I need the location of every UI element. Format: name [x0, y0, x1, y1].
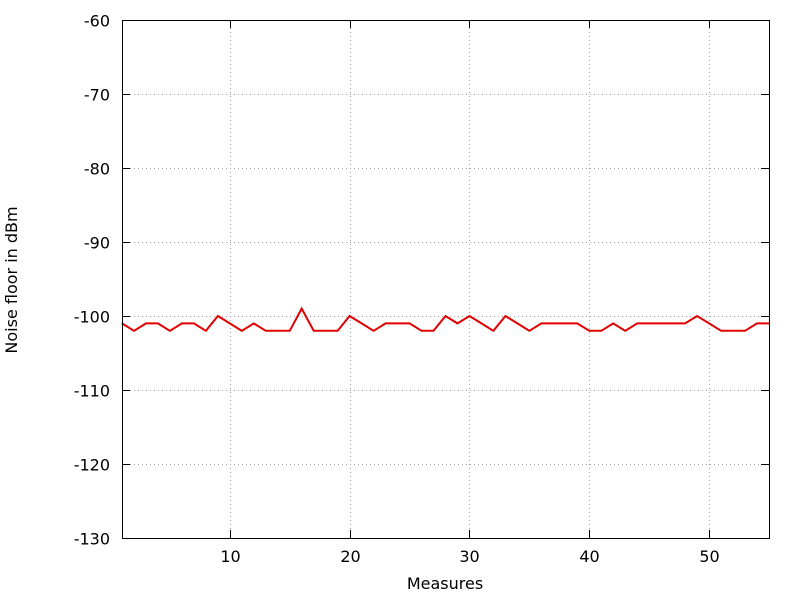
data-point [205, 330, 207, 332]
data-point [432, 330, 435, 332]
data-point [612, 322, 614, 324]
data-point [660, 322, 662, 324]
data-point [337, 330, 339, 332]
y-axis-label: Noise floor in dBm [2, 206, 21, 353]
data-point [696, 315, 698, 317]
data-point [133, 330, 135, 332]
data-point [444, 315, 447, 317]
data-point [325, 330, 327, 332]
y-tick-label: -130 [74, 530, 110, 549]
data-point [552, 322, 554, 324]
data-point [600, 330, 602, 332]
y-tick-label: -110 [74, 382, 110, 401]
y-tick-label: -70 [84, 86, 110, 105]
data-point [397, 322, 399, 324]
data-point [480, 322, 482, 324]
data-point [708, 322, 710, 324]
x-tick-label: 20 [340, 547, 360, 566]
x-tick-label: 40 [579, 547, 599, 566]
grid [122, 20, 769, 538]
data-point [313, 330, 315, 332]
data-point [504, 315, 506, 317]
y-tick-label: -60 [84, 12, 110, 31]
data-point [289, 330, 291, 332]
data-point [373, 330, 375, 332]
data-point [624, 330, 626, 332]
data-point [157, 322, 159, 324]
y-tick-label: -120 [74, 456, 110, 475]
data-point [756, 322, 758, 324]
y-tick-label: -90 [84, 234, 110, 253]
data-point [492, 330, 494, 332]
data-point [217, 315, 219, 317]
data-point [744, 330, 746, 332]
axis-ticks: 10 20 30 40 50 -60 -70 -80 -90 -100 -110 -120 -130 [74, 12, 769, 566]
data-point [720, 330, 722, 332]
data-point [516, 322, 519, 324]
data-point [456, 322, 459, 324]
data-point [468, 315, 471, 317]
data-point [301, 308, 303, 310]
data-point [732, 330, 734, 332]
data-point [241, 330, 243, 332]
x-tick-label: 50 [699, 547, 719, 566]
plot-frame [122, 20, 770, 539]
data-point [361, 322, 363, 324]
data-point [169, 330, 171, 332]
x-tick-label: 30 [459, 547, 479, 566]
data-point [145, 322, 147, 324]
data-point [265, 330, 267, 332]
data-point [229, 322, 231, 324]
y-tick-label: -80 [84, 160, 110, 179]
data-point [349, 315, 351, 317]
series-layer [121, 306, 770, 333]
data-point [253, 322, 255, 324]
data-point [409, 322, 411, 324]
data-point [672, 322, 674, 324]
data-point [181, 322, 183, 324]
data-point [420, 330, 423, 332]
data-point [193, 322, 195, 324]
data-point [528, 330, 531, 332]
data-point [540, 322, 543, 324]
data-point [576, 322, 578, 324]
y-tick-label: -100 [74, 308, 110, 327]
series-line [121, 306, 769, 333]
data-point [277, 330, 279, 332]
data-point [636, 322, 638, 324]
x-axis-label: Measures [407, 574, 483, 593]
data-point [564, 322, 566, 324]
data-point [385, 322, 387, 324]
x-tick-label: 10 [220, 547, 240, 566]
data-point [588, 330, 590, 332]
data-point [648, 322, 650, 324]
data-point [684, 322, 686, 324]
